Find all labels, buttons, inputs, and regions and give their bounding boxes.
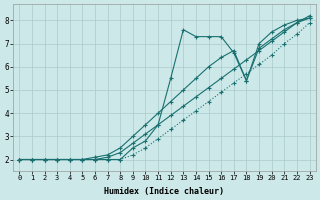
X-axis label: Humidex (Indice chaleur): Humidex (Indice chaleur) bbox=[104, 187, 224, 196]
